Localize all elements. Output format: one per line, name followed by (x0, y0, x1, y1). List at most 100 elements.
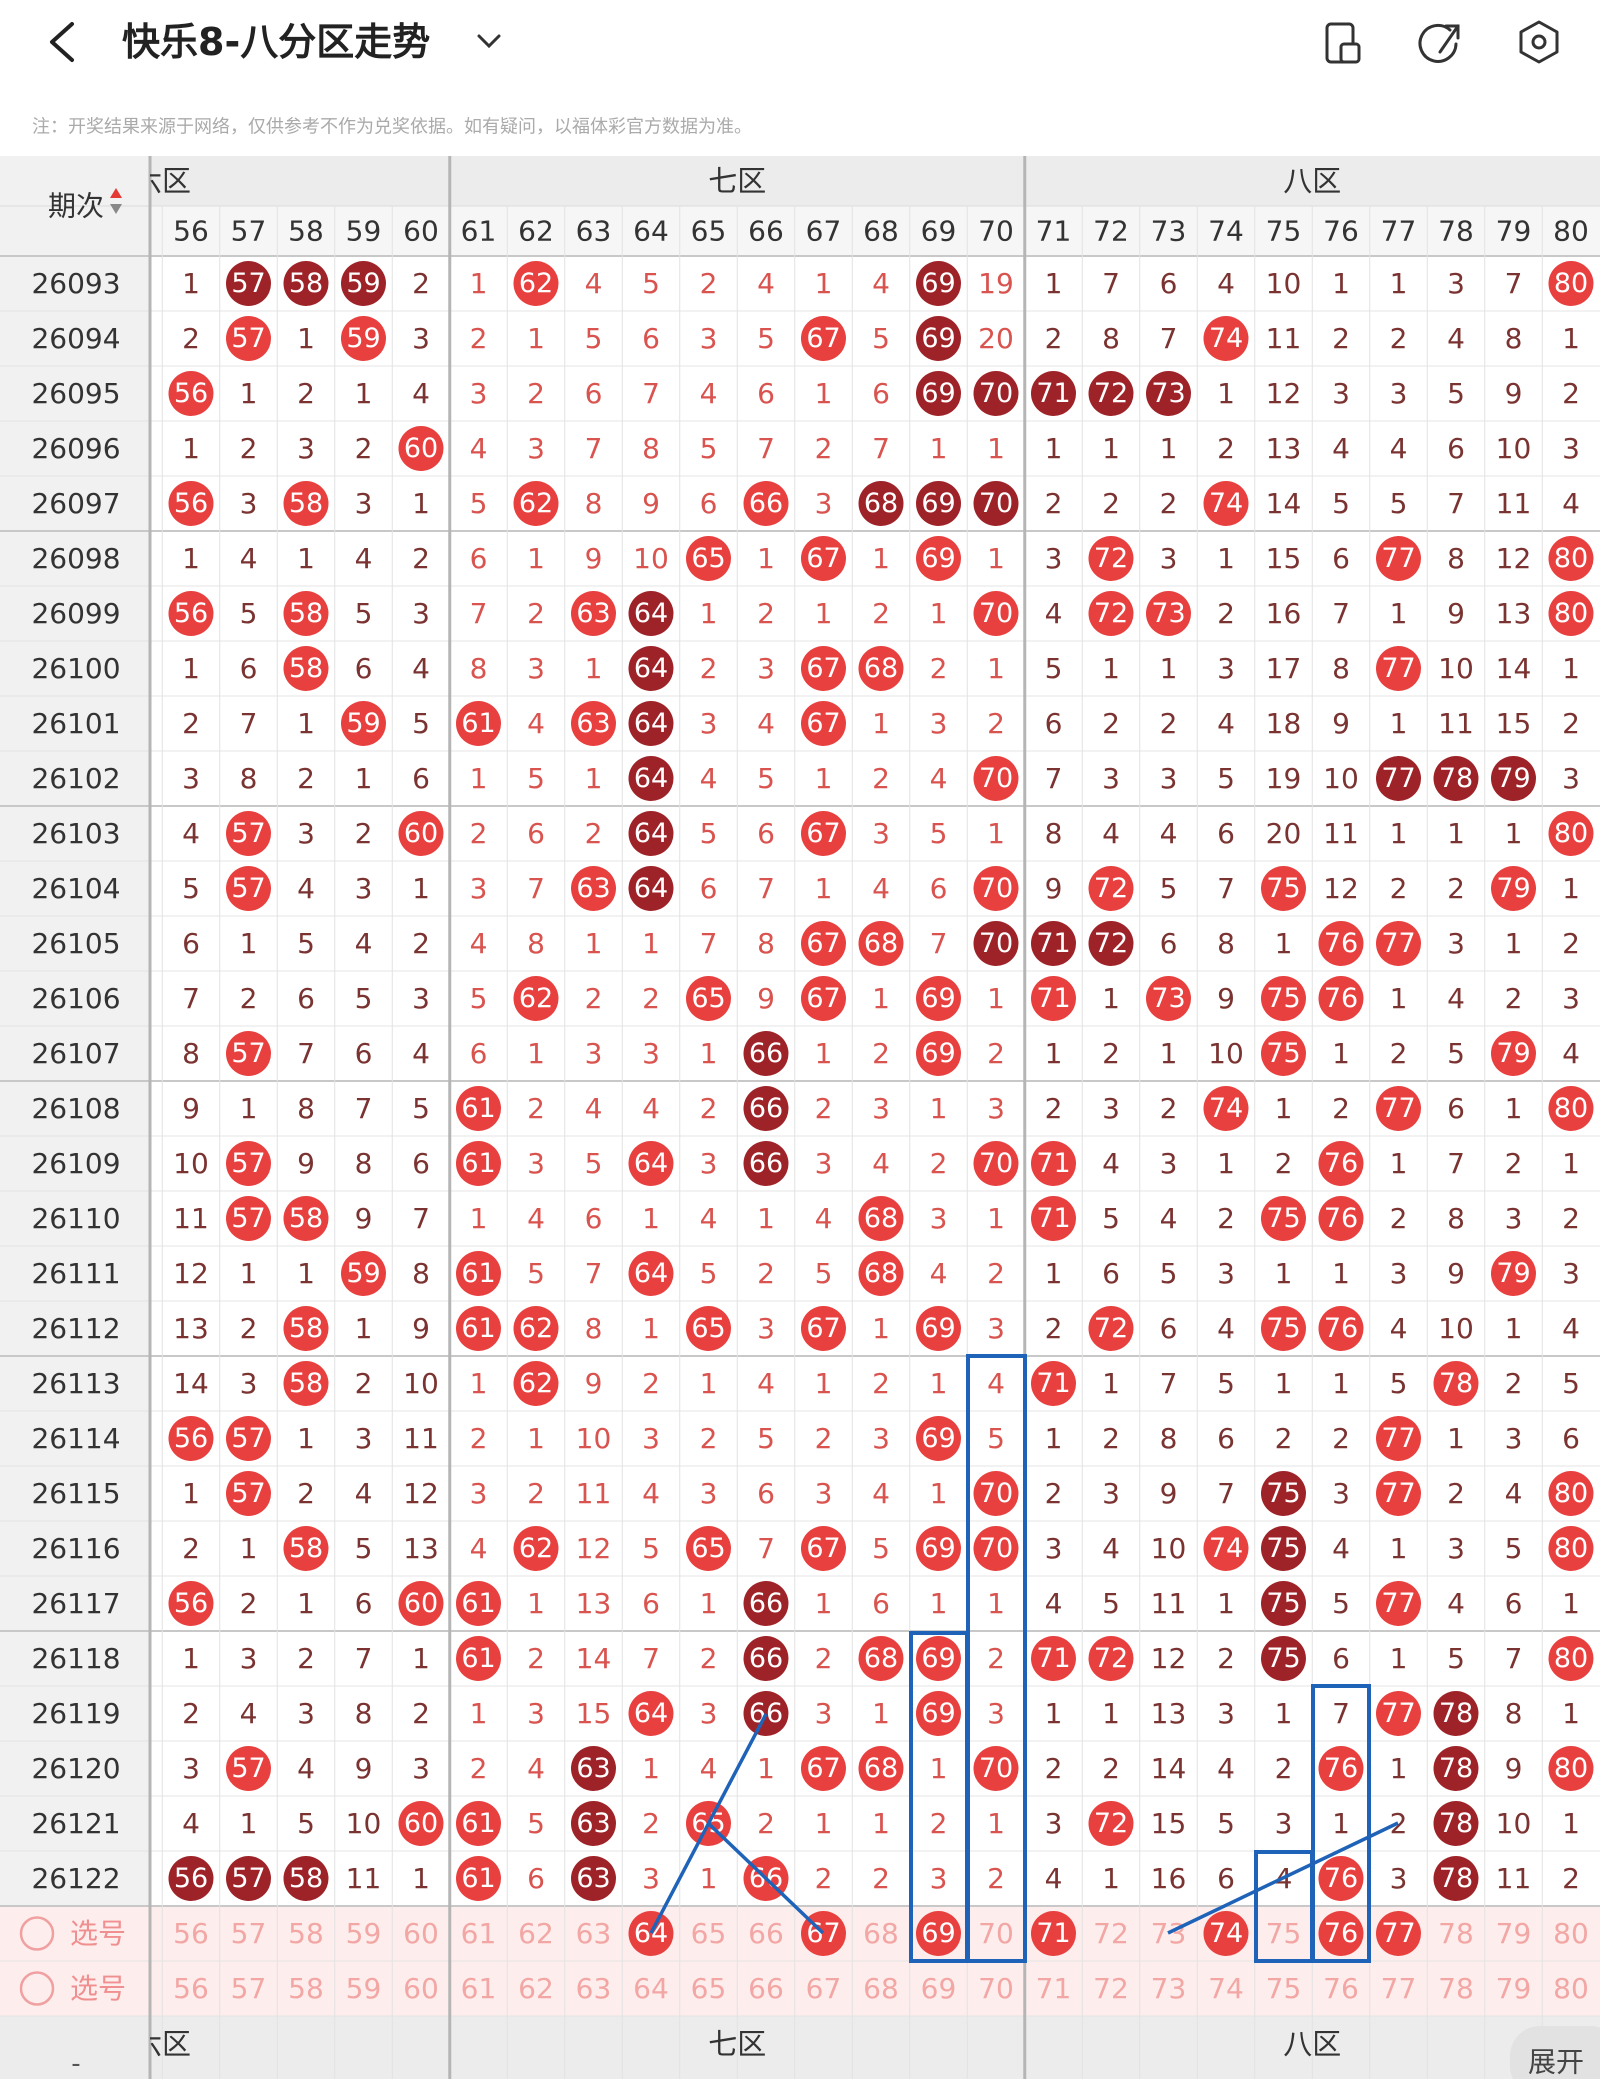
miss-count: 6 (872, 1587, 890, 1620)
ball-number: 61 (461, 1093, 495, 1124)
selected-ball (1318, 1911, 1364, 1956)
ball-number: 58 (289, 1313, 323, 1344)
miss-count: 1 (585, 762, 603, 795)
back-button[interactable] (50, 22, 74, 62)
ball-number: 79 (1496, 1038, 1530, 1069)
miss-count: 8 (240, 762, 258, 795)
ball-number: 72 (1094, 378, 1128, 409)
miss-count: 4 (1160, 1202, 1178, 1235)
miss-count: 5 (297, 1807, 315, 1840)
select-number: 75 (1266, 1917, 1302, 1950)
select-number: 57 (231, 1972, 267, 2005)
miss-count: 1 (930, 1752, 948, 1785)
miss-count: 2 (240, 432, 258, 465)
ball-number: 72 (1094, 928, 1128, 959)
hit-ball (456, 1801, 501, 1846)
miss-count: 13 (1266, 432, 1302, 465)
miss-count: 3 (527, 1697, 545, 1730)
hit-ball (398, 1581, 444, 1626)
miss-count: 2 (1505, 1147, 1523, 1180)
period-label: 26093 (31, 267, 120, 300)
miss-count: 3 (585, 1037, 603, 1070)
hit-ball (513, 261, 559, 306)
ball-number: 68 (864, 488, 898, 519)
period-label: 26108 (31, 1092, 120, 1125)
ball-number: 59 (346, 1258, 380, 1289)
select-number: 76 (1323, 1972, 1359, 2005)
period-label: 26094 (31, 322, 120, 355)
select-number: 61 (461, 1972, 497, 2005)
miss-count: 2 (240, 982, 258, 1015)
hit-ball (456, 1856, 501, 1901)
hit-ball (916, 1306, 961, 1351)
ball-number: 67 (806, 323, 840, 354)
miss-count: 7 (412, 1202, 430, 1235)
miss-count: 2 (1562, 1202, 1580, 1235)
hit-ball (1261, 1306, 1306, 1351)
ball-number: 69 (921, 1533, 955, 1564)
column-header: 73 (1151, 215, 1187, 248)
select-number: 79 (1496, 1972, 1532, 2005)
miss-count: 1 (815, 1587, 833, 1620)
miss-count: 2 (355, 817, 373, 850)
miss-count: 3 (642, 1422, 660, 1455)
hit-ball (1203, 316, 1249, 361)
miss-count: 3 (700, 1147, 718, 1180)
miss-count: 3 (412, 1752, 430, 1785)
hit-ball (858, 1636, 904, 1681)
miss-count: 3 (930, 1202, 948, 1235)
miss-count: 3 (987, 1697, 1005, 1730)
miss-count: 15 (1266, 542, 1302, 575)
miss-count: 6 (1332, 1642, 1350, 1675)
miss-count: 2 (355, 432, 373, 465)
hit-ball (168, 591, 214, 636)
ball-number: 78 (1439, 763, 1473, 794)
miss-count: 7 (182, 982, 200, 1015)
ball-number: 72 (1094, 1643, 1128, 1674)
hit-ball (341, 701, 386, 746)
miss-count: 4 (700, 1752, 718, 1785)
expand-button[interactable]: 展开 (1528, 2046, 1584, 2079)
select-number: 78 (1438, 1917, 1474, 1950)
select-number: 70 (978, 1972, 1014, 2005)
ball-number: 57 (231, 1863, 265, 1894)
miss-count: 13 (173, 1312, 209, 1345)
miss-count: 2 (930, 652, 948, 685)
repeat-ball (571, 1801, 616, 1846)
miss-count: 12 (403, 1477, 439, 1510)
miss-count: 1 (930, 1092, 948, 1125)
miss-count: 2 (987, 1257, 1005, 1290)
column-header: 77 (1381, 215, 1417, 248)
dropdown-arrow[interactable] (477, 34, 501, 49)
miss-count: 3 (355, 1422, 373, 1455)
miss-count: 1 (470, 762, 488, 795)
hit-ball (858, 1746, 904, 1791)
ball-number: 77 (1381, 653, 1415, 684)
repeat-ball (743, 1636, 789, 1681)
icon-share[interactable] (1418, 23, 1460, 63)
ball-number: 56 (174, 378, 208, 409)
ball-number: 63 (576, 1863, 610, 1894)
miss-count: 3 (757, 652, 775, 685)
repeat-ball (1146, 371, 1191, 416)
miss-count: 1 (1447, 817, 1465, 850)
ball-number: 69 (921, 323, 955, 354)
miss-count: 3 (930, 707, 948, 740)
expand-button-bg[interactable] (1510, 2026, 1600, 2079)
miss-count: 1 (297, 1422, 315, 1455)
miss-count: 1 (987, 652, 1005, 685)
miss-count: 9 (1447, 1257, 1465, 1290)
miss-count: 1 (815, 762, 833, 795)
ball-number: 63 (576, 708, 610, 739)
miss-count: 1 (1332, 267, 1350, 300)
column-header: 80 (1553, 215, 1589, 248)
miss-count: 1 (815, 1037, 833, 1070)
icon-settings[interactable] (1519, 20, 1559, 64)
miss-count: 3 (1102, 762, 1120, 795)
icon-device[interactable] (1325, 22, 1361, 64)
miss-count: 7 (1332, 1697, 1350, 1730)
ball-number: 62 (519, 1313, 553, 1344)
select-number: 79 (1496, 1917, 1532, 1950)
miss-count: 2 (1217, 1642, 1235, 1675)
